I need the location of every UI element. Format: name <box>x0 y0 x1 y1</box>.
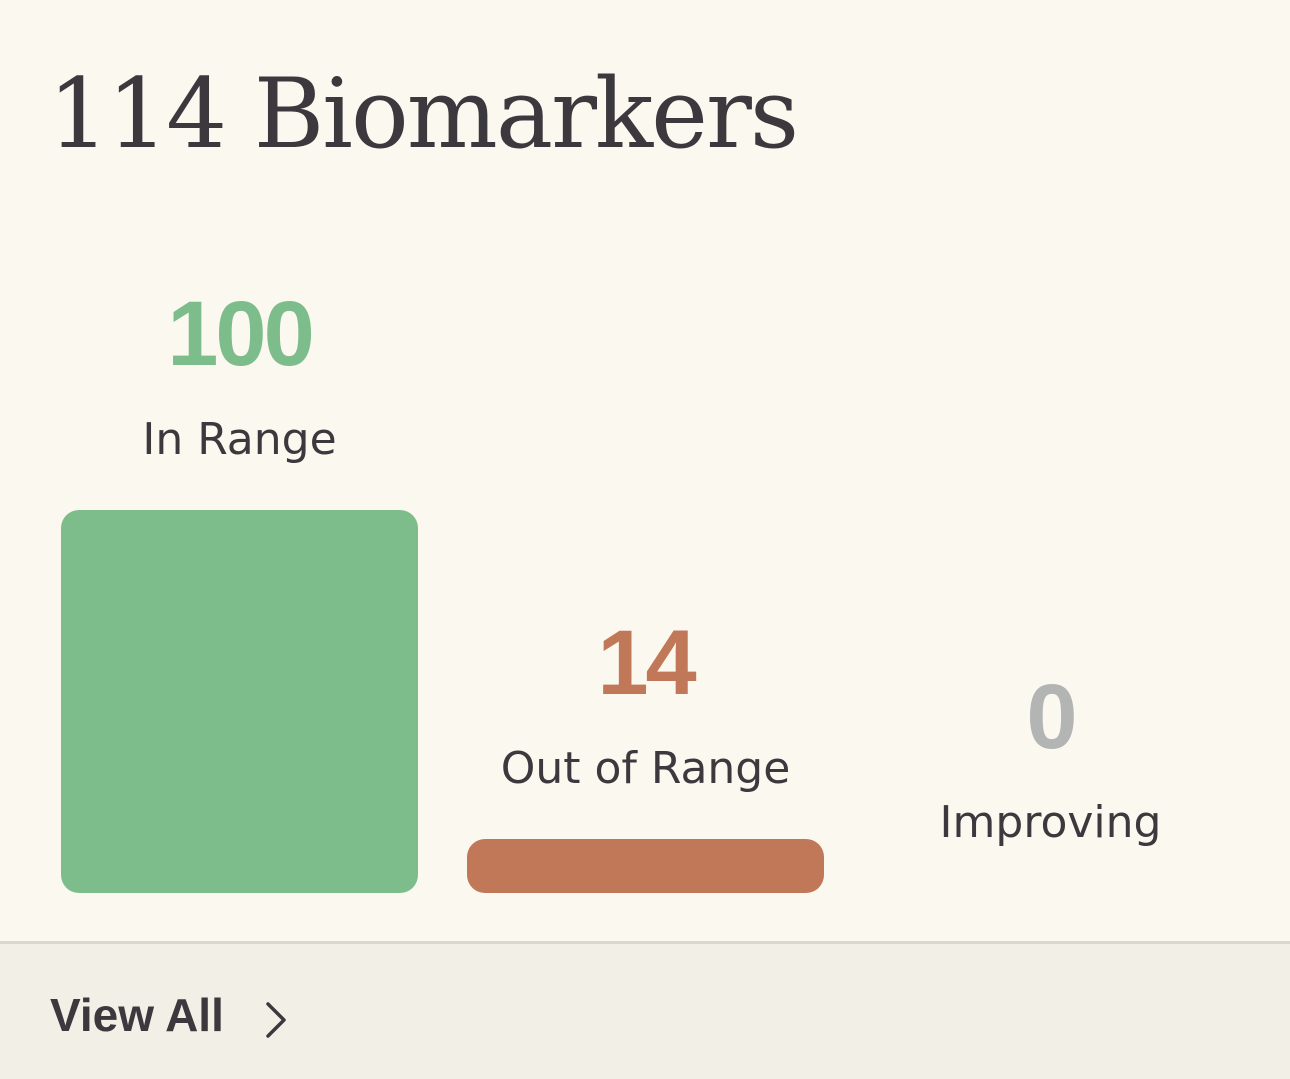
view-all-label: View All <box>50 989 224 1041</box>
chevron-right-icon <box>266 1002 286 1038</box>
bar-out-of-range <box>467 839 824 893</box>
bar-value-improving: 0 <box>1026 666 1077 768</box>
bar-column-in-range: 100 In Range <box>61 0 418 893</box>
view-all-button[interactable]: View All <box>0 941 1290 1079</box>
biomarker-bar-chart: 100 In Range 14 Out of Range 0 Improving <box>61 0 1229 893</box>
bar-label-improving: Improving <box>939 797 1162 848</box>
bar-in-range <box>61 510 418 893</box>
bar-column-out-of-range: 14 Out of Range <box>467 0 824 893</box>
page-title: 114 Biomarkers <box>48 58 799 170</box>
bar-value-in-range: 100 <box>167 283 315 385</box>
bar-label-out-of-range: Out of Range <box>500 743 791 794</box>
bar-label-in-range: In Range <box>142 414 337 465</box>
bar-column-improving: 0 Improving <box>872 0 1229 893</box>
bar-value-out-of-range: 14 <box>597 612 696 714</box>
